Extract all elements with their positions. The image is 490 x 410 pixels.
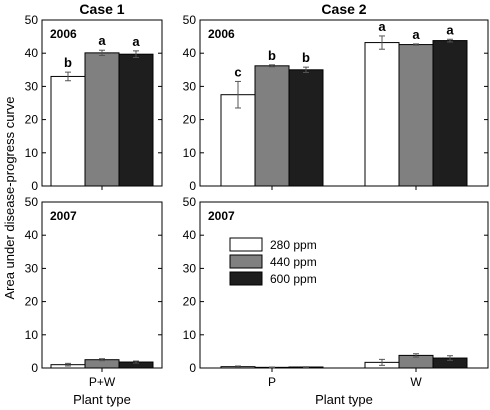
- plot-frame: [41, 201, 163, 369]
- bar: [50, 75, 86, 187]
- y-tick-label: 50: [183, 13, 197, 27]
- y-tick-label: 0: [189, 179, 196, 193]
- legend-swatch: [229, 237, 263, 252]
- significance-label: a: [98, 33, 106, 48]
- y-tick-label: 0: [189, 361, 196, 375]
- significance-label: a: [132, 34, 140, 49]
- y-tick-label: 20: [25, 113, 39, 127]
- y-tick-label: 10: [25, 146, 39, 160]
- panel-case2-2007: 0 10 20 30 40 50 2007 P W 280 ppm 440 ppm 600 ppm: [183, 195, 489, 389]
- y-tick-label: 40: [25, 46, 39, 60]
- bar: [220, 94, 256, 187]
- y-tick-label: 40: [25, 228, 39, 242]
- plot-frame: [199, 19, 489, 187]
- panel-case2-2006: 0 10 20 30 40 50 2006 c b b a a a: [183, 13, 489, 193]
- x-tick-label: W: [410, 375, 422, 389]
- y-tick-label: 30: [183, 79, 197, 93]
- significance-label: a: [446, 22, 454, 37]
- legend-swatch: [229, 254, 263, 269]
- y-tick-label: 20: [183, 113, 197, 127]
- x-tick-label: P: [268, 375, 276, 389]
- x-tick-label: P+W: [89, 375, 116, 389]
- case2-title: Case 2: [321, 1, 366, 17]
- panel-case1-2006: 0 10 20 30 40 50 2006 b a a: [25, 13, 163, 193]
- y-tick-label: 30: [25, 79, 39, 93]
- bar: [84, 52, 120, 187]
- bar: [288, 69, 324, 187]
- legend-label: 600 ppm: [270, 272, 317, 286]
- y-tick-label: 50: [25, 195, 39, 209]
- y-tick-label: 30: [183, 261, 197, 275]
- significance-label: a: [378, 19, 386, 34]
- significance-label: c: [234, 64, 241, 79]
- panel-year-label: 2006: [208, 27, 235, 41]
- bar: [432, 40, 468, 187]
- y-tick-label: 20: [25, 295, 39, 309]
- y-tick-label: 40: [183, 228, 197, 242]
- bar: [254, 65, 290, 187]
- y-tick-label: 10: [25, 328, 39, 342]
- legend-label: 280 ppm: [270, 238, 317, 252]
- panel-year-label: 2006: [50, 27, 77, 41]
- bar: [398, 44, 434, 187]
- y-tick-label: 10: [183, 146, 197, 160]
- significance-label: a: [412, 27, 420, 42]
- y-tick-label: 20: [183, 295, 197, 309]
- panel-year-label: 2007: [50, 209, 77, 223]
- x-axis-title-right: Plant type: [315, 392, 373, 407]
- y-tick-label: 40: [183, 46, 197, 60]
- y-tick-label: 10: [183, 328, 197, 342]
- bar: [118, 53, 154, 187]
- y-tick-label: 50: [25, 13, 39, 27]
- y-tick-label: 30: [25, 261, 39, 275]
- significance-label: b: [64, 55, 72, 70]
- significance-label: b: [302, 50, 310, 65]
- panel-year-label: 2007: [208, 209, 235, 223]
- y-tick-label: 0: [31, 361, 38, 375]
- y-axis-title: Area under disease-progress curve: [2, 96, 17, 299]
- legend-swatch: [229, 271, 263, 286]
- panel-case1-2007: 0 10 20 30 40 50 2007 P+W: [25, 195, 163, 389]
- x-axis-title-left: Plant type: [73, 392, 131, 407]
- plot-frame: [199, 201, 489, 369]
- y-tick-label: 50: [183, 195, 197, 209]
- y-tick-label: 0: [31, 179, 38, 193]
- legend-label: 440 ppm: [270, 255, 317, 269]
- significance-label: b: [268, 48, 276, 63]
- case1-title: Case 1: [79, 1, 124, 17]
- bar: [364, 42, 400, 187]
